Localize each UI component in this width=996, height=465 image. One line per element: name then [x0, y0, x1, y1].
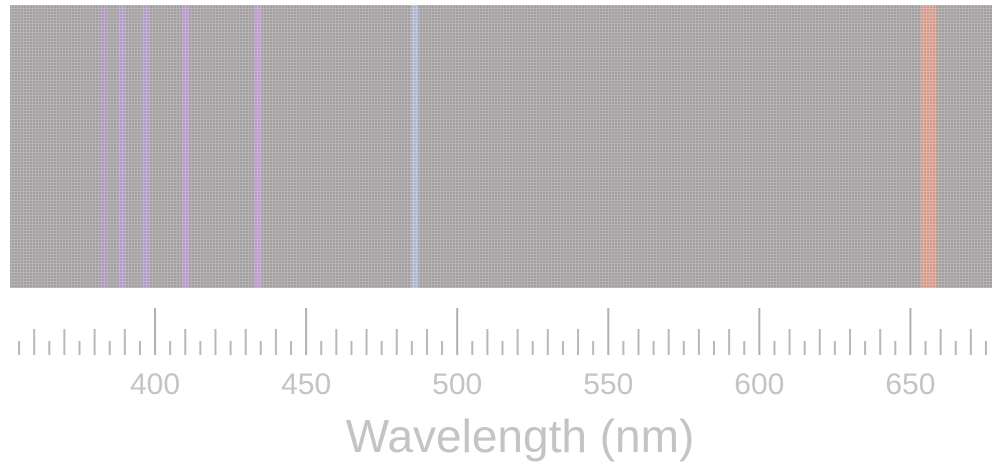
- x-tick-label: 500: [432, 368, 482, 401]
- x-tick-label: 650: [885, 368, 935, 401]
- x-tick-label: 400: [130, 368, 180, 401]
- texture: [10, 5, 992, 288]
- page: {"chart_data": {"type": "spectrum", "x_l…: [0, 0, 996, 465]
- chart: Wavelength (nm) 400 450 500 550 600 650: [0, 0, 996, 465]
- x-tick-label: 600: [734, 368, 784, 401]
- x-tick-label: 550: [583, 368, 633, 401]
- x-axis-label: Wavelength (nm): [346, 410, 695, 462]
- x-tick-label: 450: [281, 368, 331, 401]
